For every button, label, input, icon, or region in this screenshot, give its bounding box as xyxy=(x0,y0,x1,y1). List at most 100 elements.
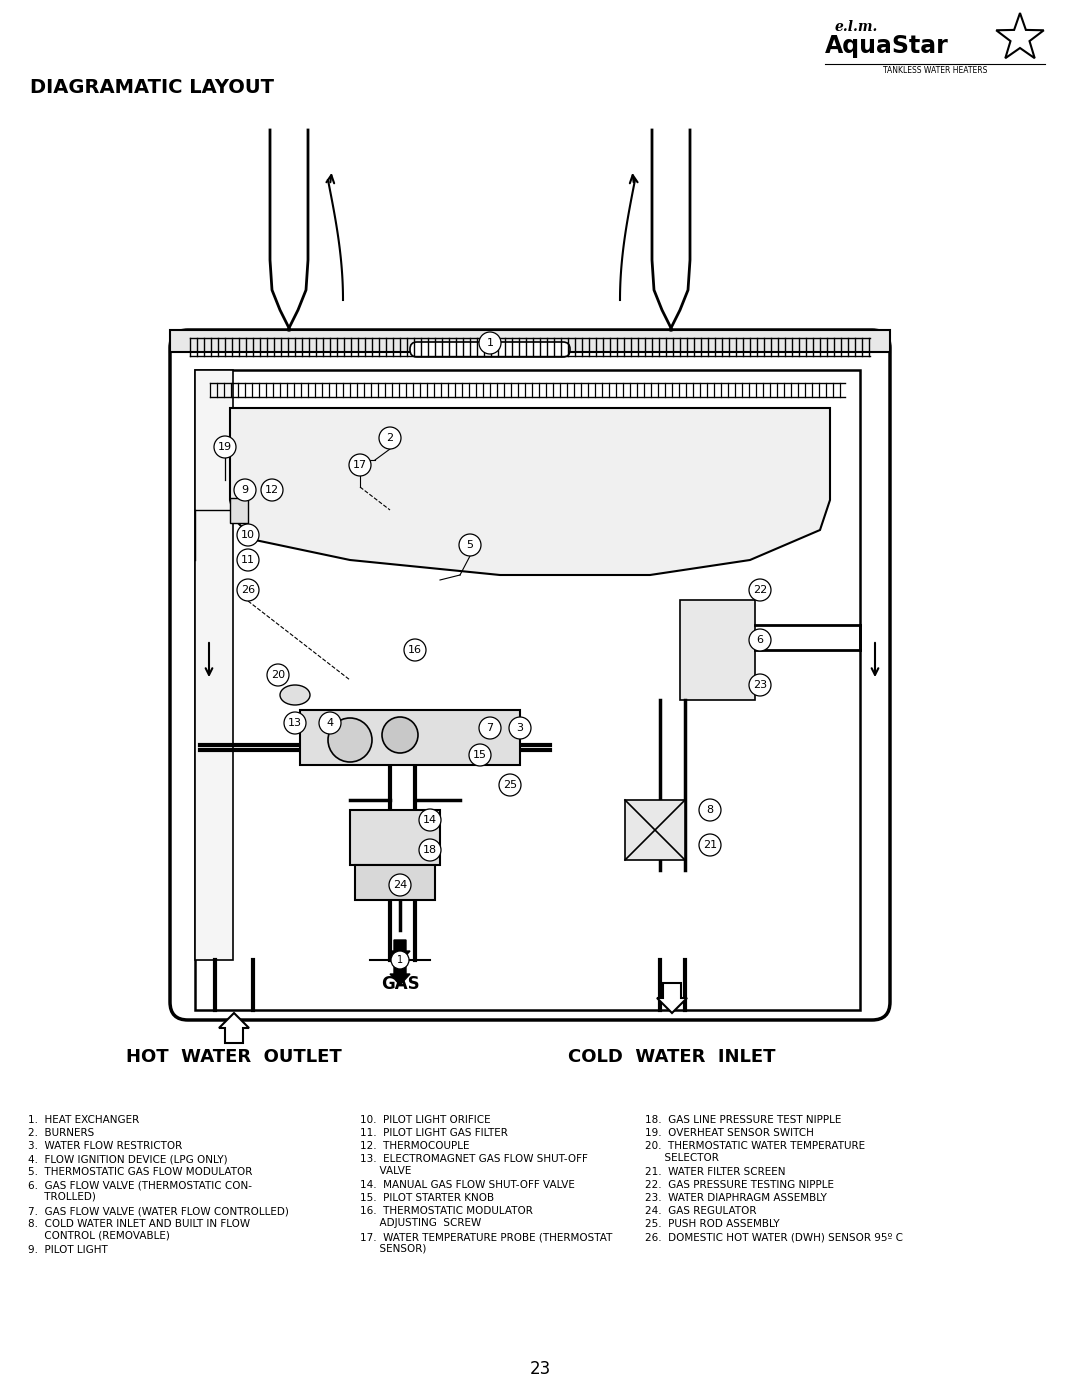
Bar xyxy=(170,330,890,352)
Circle shape xyxy=(699,799,721,821)
Text: 7.  GAS FLOW VALVE (WATER FLOW CONTROLLED): 7. GAS FLOW VALVE (WATER FLOW CONTROLLED… xyxy=(28,1206,288,1215)
Bar xyxy=(625,800,685,861)
Text: 9.  PILOT LIGHT: 9. PILOT LIGHT xyxy=(28,1245,108,1255)
Text: 22.  GAS PRESSURE TESTING NIPPLE: 22. GAS PRESSURE TESTING NIPPLE xyxy=(645,1180,834,1190)
Circle shape xyxy=(480,332,501,353)
Circle shape xyxy=(379,427,401,448)
Text: 4: 4 xyxy=(326,718,334,728)
Circle shape xyxy=(214,436,237,458)
Text: 7: 7 xyxy=(486,724,494,733)
Text: 14: 14 xyxy=(423,814,437,826)
Text: HOT  WATER  OUTLET: HOT WATER OUTLET xyxy=(126,1048,342,1066)
Text: AquaStar: AquaStar xyxy=(825,34,948,59)
Bar xyxy=(350,810,440,865)
Circle shape xyxy=(480,717,501,739)
Text: 11: 11 xyxy=(241,555,255,564)
Polygon shape xyxy=(996,13,1043,59)
Bar xyxy=(680,599,755,700)
Text: 4.  FLOW IGNITION DEVICE (LPG ONLY): 4. FLOW IGNITION DEVICE (LPG ONLY) xyxy=(28,1154,228,1164)
Circle shape xyxy=(389,875,411,895)
FancyBboxPatch shape xyxy=(170,330,890,1020)
Text: 24: 24 xyxy=(393,880,407,890)
Polygon shape xyxy=(219,1013,249,1044)
Text: 8.  COLD WATER INLET AND BUILT IN FLOW
     CONTROL (REMOVABLE): 8. COLD WATER INLET AND BUILT IN FLOW CO… xyxy=(28,1220,251,1241)
Text: 1: 1 xyxy=(397,956,403,965)
Text: 2.  BURNERS: 2. BURNERS xyxy=(28,1127,94,1139)
Text: 14.  MANUAL GAS FLOW SHUT-OFF VALVE: 14. MANUAL GAS FLOW SHUT-OFF VALVE xyxy=(360,1180,575,1190)
Polygon shape xyxy=(390,940,410,963)
Text: 10.  PILOT LIGHT ORIFICE: 10. PILOT LIGHT ORIFICE xyxy=(360,1115,490,1125)
Text: 22: 22 xyxy=(753,585,767,595)
Text: 8: 8 xyxy=(706,805,714,814)
Circle shape xyxy=(284,712,306,733)
FancyBboxPatch shape xyxy=(410,342,570,358)
Text: DIAGRAMATIC LAYOUT: DIAGRAMATIC LAYOUT xyxy=(30,78,274,96)
Text: 13.  ELECTROMAGNET GAS FLOW SHUT-OFF
      VALVE: 13. ELECTROMAGNET GAS FLOW SHUT-OFF VALV… xyxy=(360,1154,588,1176)
Text: 16: 16 xyxy=(408,645,422,655)
Circle shape xyxy=(328,718,372,761)
Bar xyxy=(355,865,435,900)
Text: 15.  PILOT STARTER KNOB: 15. PILOT STARTER KNOB xyxy=(360,1193,495,1203)
Text: 15: 15 xyxy=(473,750,487,760)
Circle shape xyxy=(234,479,256,502)
Circle shape xyxy=(267,664,289,686)
Circle shape xyxy=(509,717,531,739)
Circle shape xyxy=(237,549,259,571)
Circle shape xyxy=(261,479,283,502)
Circle shape xyxy=(750,578,771,601)
Bar xyxy=(195,370,860,1010)
Text: 21.  WATER FILTER SCREEN: 21. WATER FILTER SCREEN xyxy=(645,1166,785,1178)
Text: 2: 2 xyxy=(387,433,393,443)
Text: 25.  PUSH ROD ASSEMBLY: 25. PUSH ROD ASSEMBLY xyxy=(645,1220,780,1229)
Circle shape xyxy=(750,673,771,696)
Text: 17.  WATER TEMPERATURE PROBE (THERMOSTAT
      SENSOR): 17. WATER TEMPERATURE PROBE (THERMOSTAT … xyxy=(360,1232,612,1253)
Circle shape xyxy=(349,454,372,476)
Text: GAS: GAS xyxy=(380,975,419,993)
Text: e.l.m.: e.l.m. xyxy=(835,20,878,34)
Text: 18.  GAS LINE PRESSURE TEST NIPPLE: 18. GAS LINE PRESSURE TEST NIPPLE xyxy=(645,1115,841,1125)
Text: 21: 21 xyxy=(703,840,717,849)
Circle shape xyxy=(319,712,341,733)
Text: 20: 20 xyxy=(271,671,285,680)
Text: 11.  PILOT LIGHT GAS FILTER: 11. PILOT LIGHT GAS FILTER xyxy=(360,1127,508,1139)
Text: 1: 1 xyxy=(486,338,494,348)
Text: 17: 17 xyxy=(353,460,367,469)
Text: 19.  OVERHEAT SENSOR SWITCH: 19. OVERHEAT SENSOR SWITCH xyxy=(645,1127,814,1139)
Text: 5: 5 xyxy=(467,541,473,550)
Text: 24.  GAS REGULATOR: 24. GAS REGULATOR xyxy=(645,1206,756,1215)
Text: 3: 3 xyxy=(516,724,524,733)
Text: 23: 23 xyxy=(529,1361,551,1377)
Text: 25: 25 xyxy=(503,780,517,789)
Circle shape xyxy=(237,578,259,601)
Text: 1.  HEAT EXCHANGER: 1. HEAT EXCHANGER xyxy=(28,1115,139,1125)
Text: COLD  WATER  INLET: COLD WATER INLET xyxy=(568,1048,775,1066)
Text: 3.  WATER FLOW RESTRICTOR: 3. WATER FLOW RESTRICTOR xyxy=(28,1141,183,1151)
Text: 20.  THERMOSTATIC WATER TEMPERATURE
      SELECTOR: 20. THERMOSTATIC WATER TEMPERATURE SELEC… xyxy=(645,1141,865,1162)
Circle shape xyxy=(750,629,771,651)
Circle shape xyxy=(699,834,721,856)
Circle shape xyxy=(237,524,259,546)
Polygon shape xyxy=(230,408,831,576)
Text: TANKLESS WATER HEATERS: TANKLESS WATER HEATERS xyxy=(882,66,987,75)
Text: 26.  DOMESTIC HOT WATER (DWH) SENSOR 95º C: 26. DOMESTIC HOT WATER (DWH) SENSOR 95º … xyxy=(645,1232,903,1242)
Circle shape xyxy=(419,840,441,861)
Text: 19: 19 xyxy=(218,441,232,453)
Text: 12.  THERMOCOUPLE: 12. THERMOCOUPLE xyxy=(360,1141,470,1151)
Bar xyxy=(230,497,248,522)
Polygon shape xyxy=(390,963,410,985)
Circle shape xyxy=(459,534,481,556)
Circle shape xyxy=(419,809,441,831)
Ellipse shape xyxy=(280,685,310,705)
Text: 12: 12 xyxy=(265,485,279,495)
Text: 6: 6 xyxy=(756,636,764,645)
Circle shape xyxy=(469,745,491,766)
Text: 9: 9 xyxy=(242,485,248,495)
Text: 23.  WATER DIAPHRAGM ASSEMBLY: 23. WATER DIAPHRAGM ASSEMBLY xyxy=(645,1193,827,1203)
Circle shape xyxy=(391,951,409,970)
Text: 6.  GAS FLOW VALVE (THERMOSTATIC CON-
     TROLLED): 6. GAS FLOW VALVE (THERMOSTATIC CON- TRO… xyxy=(28,1180,252,1201)
Bar xyxy=(195,370,233,960)
Circle shape xyxy=(382,717,418,753)
Circle shape xyxy=(404,638,426,661)
Text: 18: 18 xyxy=(423,845,437,855)
Text: 23: 23 xyxy=(753,680,767,690)
